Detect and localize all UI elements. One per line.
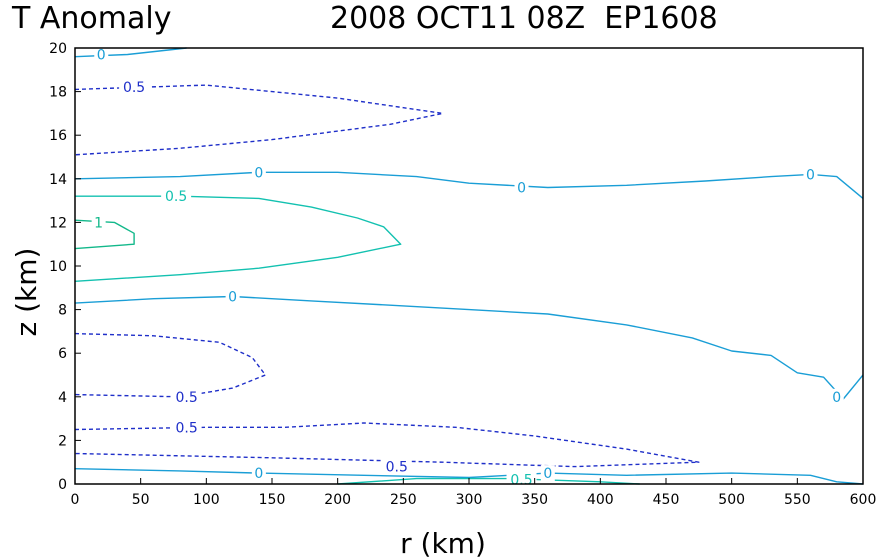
x-tick-label: 100 [193, 492, 220, 508]
contour-label-bg [171, 419, 202, 436]
contour-label: 0.5 [510, 473, 532, 489]
chart-title-right: 2008 OCT11 08Z EP1608 [330, 1, 718, 36]
contour-line-3 [74, 195, 402, 282]
x-tick-label: 550 [784, 492, 811, 508]
contour-label: 0 [254, 165, 263, 181]
contour-line-7 [74, 422, 700, 468]
y-tick-label: 6 [58, 346, 67, 362]
contour-label-bg [161, 188, 192, 205]
y-tick-label: 10 [49, 259, 67, 275]
contour-label: 0 [97, 48, 106, 64]
y-tick-label: 0 [58, 477, 67, 493]
contour-line-1 [74, 84, 444, 156]
contour-label-bg [119, 79, 150, 96]
y-tick-label: 18 [49, 85, 67, 101]
contour-label-bg [803, 166, 818, 183]
x-tick-label: 150 [259, 492, 286, 508]
x-axis-ticks: 0 50 100 150 200 250 300 350 400 450 500 550 600 [71, 478, 877, 508]
y-axis-label: z (km) [10, 248, 43, 337]
contour-label: 0 [543, 466, 552, 482]
contour-label-bg [829, 388, 844, 405]
contour-label-bg [251, 164, 266, 181]
y-tick-label: 2 [58, 433, 67, 449]
plot-frame [74, 47, 864, 485]
contour-label-bg [540, 465, 555, 482]
y-tick-label: 4 [58, 390, 67, 406]
x-tick-label: 300 [456, 492, 483, 508]
contour-label: 0 [517, 181, 526, 197]
x-tick-label: 50 [132, 492, 150, 508]
contour-line-5 [74, 295, 864, 400]
contour-lines [74, 47, 864, 485]
contour-label: 1 [94, 215, 103, 231]
y-tick-label: 14 [49, 172, 67, 188]
y-tick-label: 20 [49, 41, 67, 57]
contour-label-bg [225, 288, 240, 305]
chart-title-left: T Anomaly [11, 1, 171, 36]
x-tick-label: 400 [587, 492, 614, 508]
contour-labels: 0 0.5 0 0 0 0.5 1 0 0 0.5 0.5 0.5 0 0 0.5 [91, 46, 844, 489]
contour-label: 0.5 [176, 420, 198, 436]
x-tick-label: 0 [71, 492, 80, 508]
contour-label-bg [94, 46, 109, 63]
x-tick-label: 450 [653, 492, 680, 508]
contour-label: 0.5 [386, 460, 408, 476]
contour-label: 0 [806, 167, 815, 183]
contour-line-2 [74, 171, 864, 199]
contour-label: 0.5 [165, 189, 187, 205]
x-tick-label: 600 [850, 492, 877, 508]
contour-line-6 [74, 332, 267, 398]
y-axis-ticks: 0 2 4 6 8 10 12 14 16 18 20 [49, 41, 81, 493]
x-tick-label: 250 [390, 492, 417, 508]
contour-label: 0.5 [176, 390, 198, 406]
contour-label-bg [251, 465, 266, 482]
x-axis-label: r (km) [400, 527, 486, 558]
contour-label-bg [171, 388, 202, 405]
x-tick-label: 350 [521, 492, 548, 508]
y-tick-label: 16 [49, 128, 67, 144]
contour-label-bg [91, 214, 106, 231]
x-tick-label: 200 [324, 492, 351, 508]
contour-label-bg [381, 458, 412, 475]
y-tick-label: 12 [49, 215, 67, 231]
contour-label: 0.5 [123, 80, 145, 96]
contour-label-bg [514, 179, 529, 196]
contour-label: 0 [228, 290, 237, 306]
contour-line-0 [74, 47, 187, 58]
contour-line-9 [337, 477, 640, 485]
contour-label: 0 [254, 466, 263, 482]
x-tick-label: 500 [718, 492, 745, 508]
y-tick-label: 8 [58, 303, 67, 319]
contour-label: 0 [832, 390, 841, 406]
